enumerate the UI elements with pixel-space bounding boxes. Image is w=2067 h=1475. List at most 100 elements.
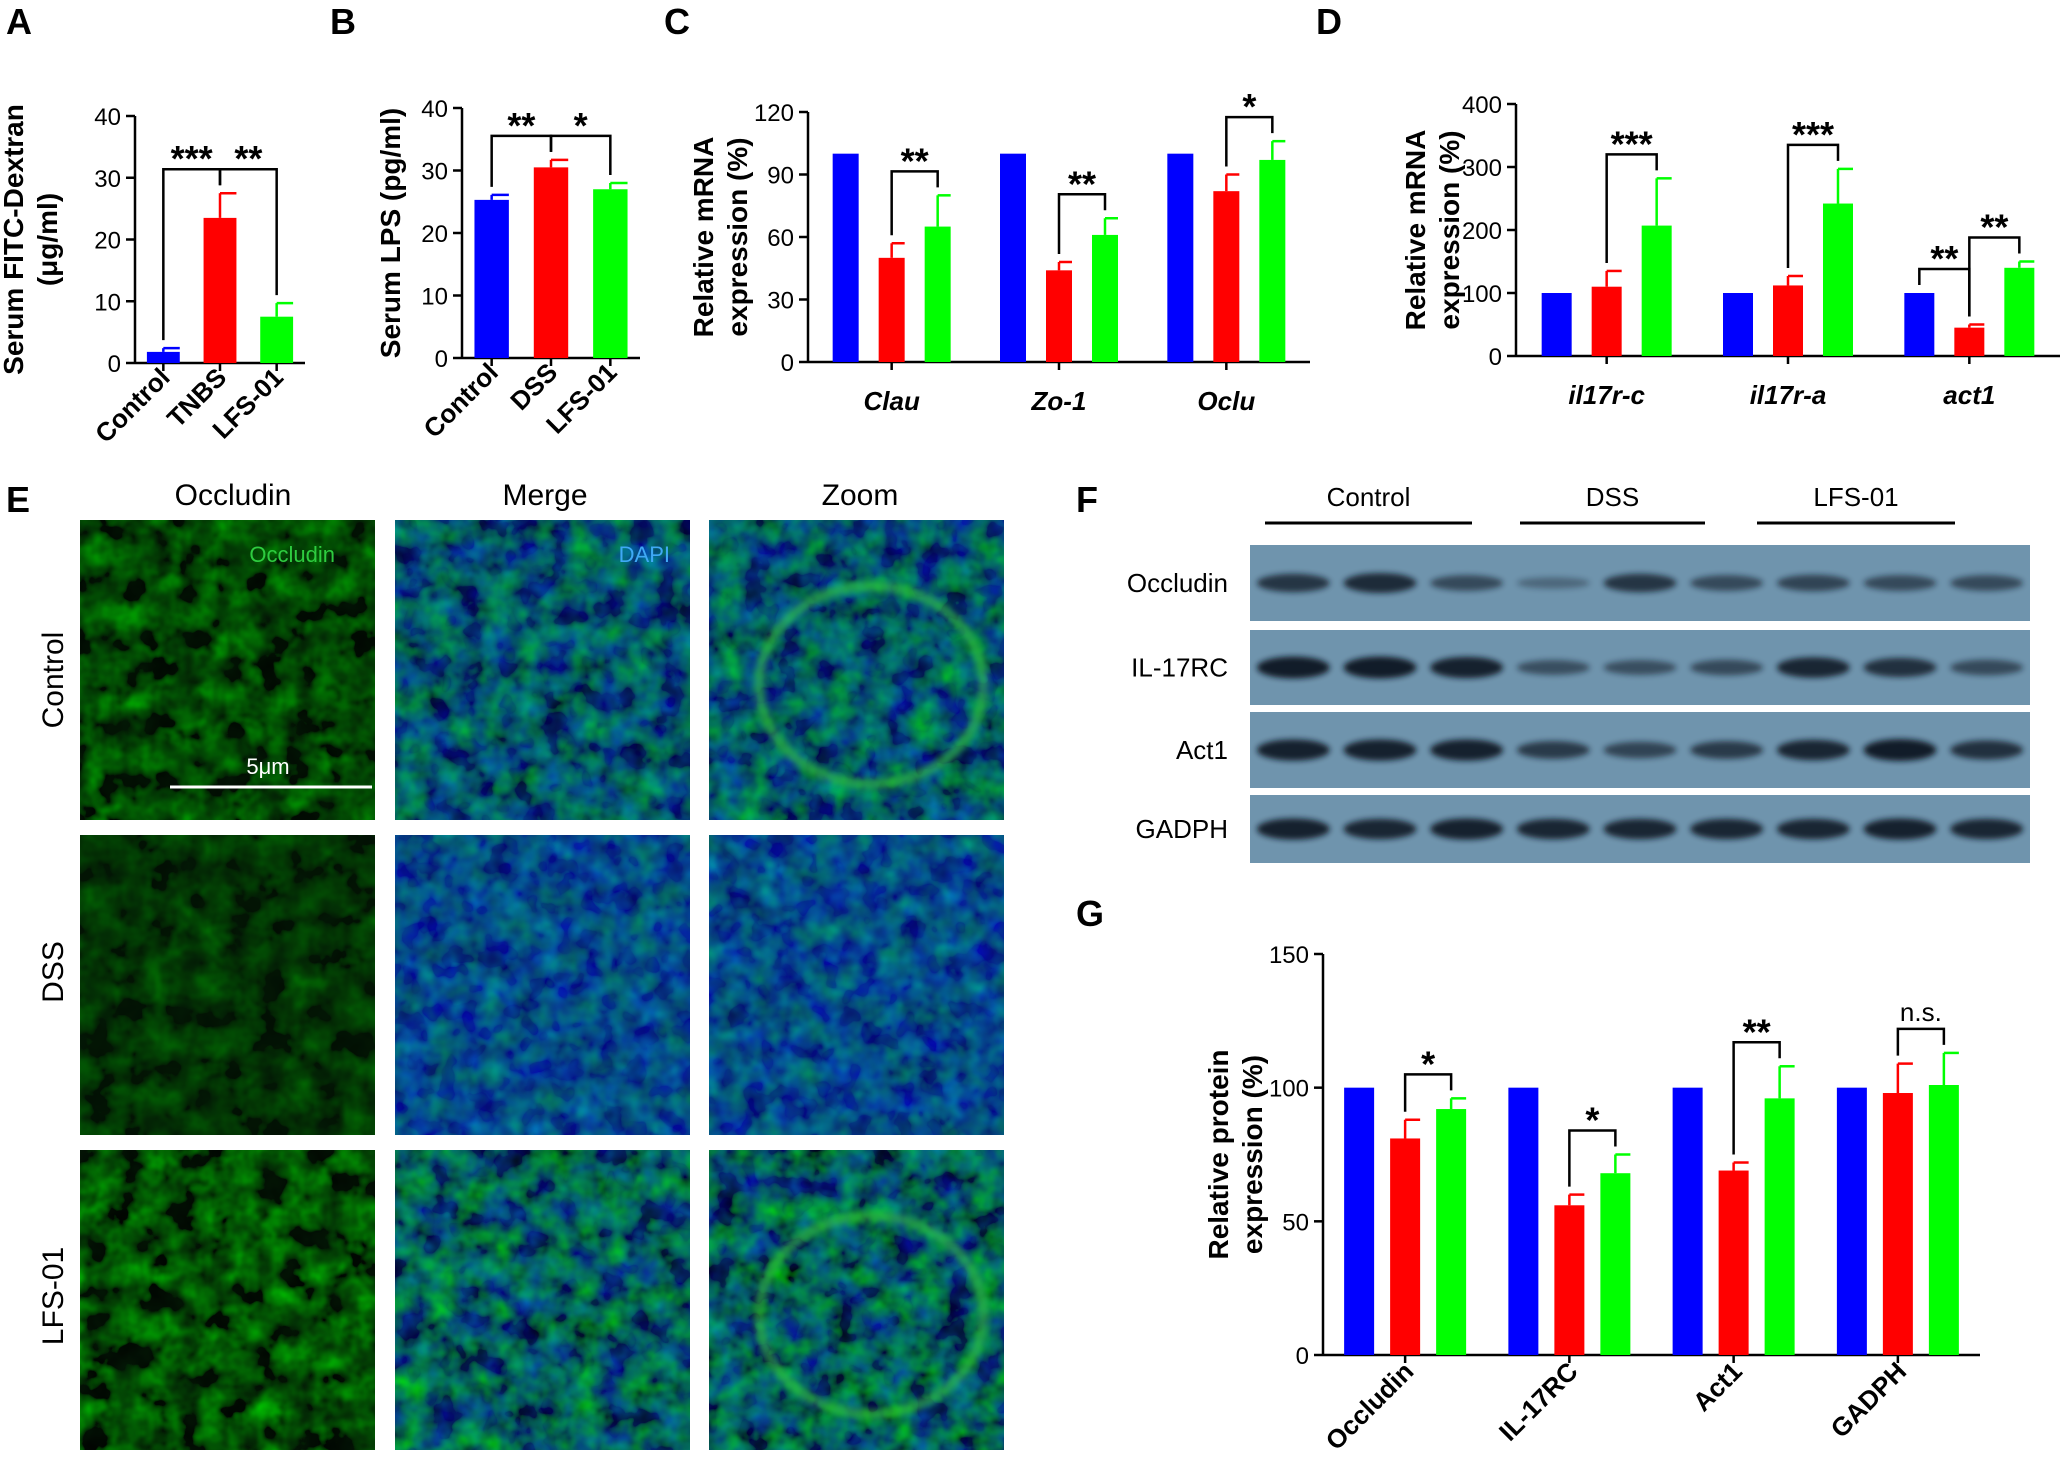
blot-strip-occludin: Occludin [1127,545,2030,621]
blot-band [1603,573,1677,593]
chart-d-y-tick-label: 0 [1489,344,1502,371]
chart-d-y-tick-label: 400 [1462,92,1502,119]
chart-a-category-label: Control [89,362,176,449]
chart-il17-receptor-mrna: 0 100 200 300 400 Relative mRNA expression (%)… [1400,92,2060,410]
chart-d-bar [2004,267,2035,356]
chart-d-y-axis-label: expression (%) [1434,130,1465,329]
panel-label-g: G [1076,893,1104,934]
chart-c-bar [832,153,859,362]
blot-strip-il-17rc: IL-17RC [1131,630,2030,705]
chart-b-bar [533,167,569,358]
micrograph-merge-control [395,520,690,820]
chart-g-y-tick-label: 100 [1269,1076,1309,1103]
chart-d-category-label: il17r-a [1750,380,1827,410]
chart-a-bar [260,316,294,363]
blot-band [1776,818,1850,840]
chart-c-significance-label: ** [1068,163,1096,204]
chart-a-y-tick-label: 0 [108,351,121,378]
chart-d-category-label: act1 [1943,380,1995,410]
chart-g-y-tick-label: 150 [1269,942,1309,969]
blot-band [1430,739,1504,761]
chart-g-category-label: Act1 [1687,1356,1748,1417]
chart-c-bar [1092,234,1118,362]
blot-group-label: DSS [1586,482,1639,512]
chart-c-y-tick-label: 60 [767,225,794,252]
chart-c-bar [1167,153,1194,362]
western-blot-panel: Control DSS LFS-01 Occludin IL-17RC Act1 GADP… [1127,482,2030,863]
chart-g-y-tick-label: 50 [1282,1209,1309,1236]
chart-g-bar [1344,1087,1375,1355]
chart-c-bar [924,226,951,362]
chart-b-y-axis-label: Serum LPS (pg/ml) [375,108,406,358]
chart-g-bar [1554,1205,1585,1355]
blot-band [1256,656,1330,679]
chart-a-y-axis-label: Serum FITC-Dextran [0,104,29,375]
chart-d-y-axis-label: Relative mRNA [1400,130,1431,331]
chart-c-bar [1046,270,1072,362]
chart-c-category-label: Zo-1 [1031,386,1087,416]
chart-g-y-axis-label: Relative protein [1203,1049,1234,1259]
chart-d-bar [1823,203,1853,356]
blot-group-label: Control [1327,482,1411,512]
blot-protein-label: GADPH [1136,814,1228,844]
chart-a-bar [146,351,180,363]
chart-d-significance-label: *** [1611,123,1653,164]
chart-c-bar [1000,153,1026,362]
chart-d-bar [1641,225,1672,356]
immunofluorescence-panel: Occludin Merge Zoom Control DSS LFS-01 O… [37,479,1004,1450]
chart-g-category-label: IL-17RC [1493,1356,1584,1447]
blot-band [1776,739,1850,761]
chart-d-significance-bracket [1786,143,1840,268]
blot-band [1516,741,1590,759]
row-title-dss: DSS [37,941,70,1003]
micrograph-zoom-dss [709,835,1004,1135]
blot-band [1256,818,1330,840]
chart-tight-junction-mrna: 0 30 60 90 120 Relative mRNA expression (%) Cla… [688,86,1310,416]
blot-band [1343,818,1417,840]
chart-a-bar [203,217,237,363]
chart-c-y-tick-label: 90 [767,163,794,190]
chart-c-significance-bracket [890,170,939,236]
blot-band [1863,657,1937,678]
chart-d-bar [1591,286,1622,356]
chart-g-category-label: GADPH [1825,1356,1913,1444]
blot-band [1690,575,1764,591]
micrograph-zoom-lfs-01 [709,1150,1004,1450]
blot-strip-gadph: GADPH [1136,795,2030,863]
chart-c-significance-label: * [1242,86,1256,127]
channel-label-occludin: Occludin [249,542,335,567]
blot-band [1863,739,1937,761]
chart-g-significance-label: n.s. [1900,997,1942,1027]
chart-c-y-axis-label: Relative mRNA [688,137,719,338]
chart-c-significance-label: ** [901,140,929,181]
blot-protein-label: IL-17RC [1131,653,1228,683]
blot-band [1516,818,1590,840]
chart-c-category-label: Oclu [1197,386,1255,416]
chart-b-y-tick-label: 30 [421,159,448,186]
chart-a-y-tick-label: 30 [94,166,121,193]
blot-band [1256,573,1330,593]
chart-g-bar [1600,1173,1631,1355]
chart-a-significance-bracket [218,167,278,296]
blot-band [1516,660,1590,675]
chart-g-bar [1764,1098,1795,1355]
blot-band [1690,741,1764,759]
chart-d-bar [1773,285,1803,356]
chart-d-y-tick-label: 100 [1462,281,1502,308]
micrograph-occludin-lfs-01 [80,1150,375,1450]
panel-label-b: B [330,1,356,42]
micrograph-zoom-control [709,520,1004,820]
chart-c-y-axis-label: expression (%) [722,137,753,336]
blot-protein-label: Act1 [1176,735,1228,765]
chart-g-y-tick-label: 0 [1296,1343,1309,1370]
chart-c-significance-bracket [1225,115,1274,167]
chart-b-significance-bracket [549,134,612,175]
column-title-occludin: Occludin [175,479,292,512]
blot-band [1430,656,1504,679]
chart-g-bar [1836,1087,1867,1355]
column-title-merge: Merge [502,479,587,512]
chart-g-bar [1390,1138,1421,1355]
blot-band [1776,574,1850,592]
